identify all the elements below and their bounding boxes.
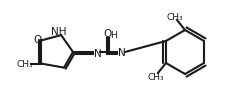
Text: CH₃: CH₃: [17, 60, 33, 68]
Text: CH₃: CH₃: [167, 12, 183, 21]
Text: O: O: [104, 29, 112, 39]
Text: N: N: [94, 49, 102, 58]
Text: CH₃: CH₃: [148, 73, 164, 82]
Text: NH: NH: [51, 27, 67, 37]
Text: N: N: [118, 48, 126, 57]
Text: H: H: [110, 31, 117, 40]
Text: O: O: [33, 35, 41, 45]
